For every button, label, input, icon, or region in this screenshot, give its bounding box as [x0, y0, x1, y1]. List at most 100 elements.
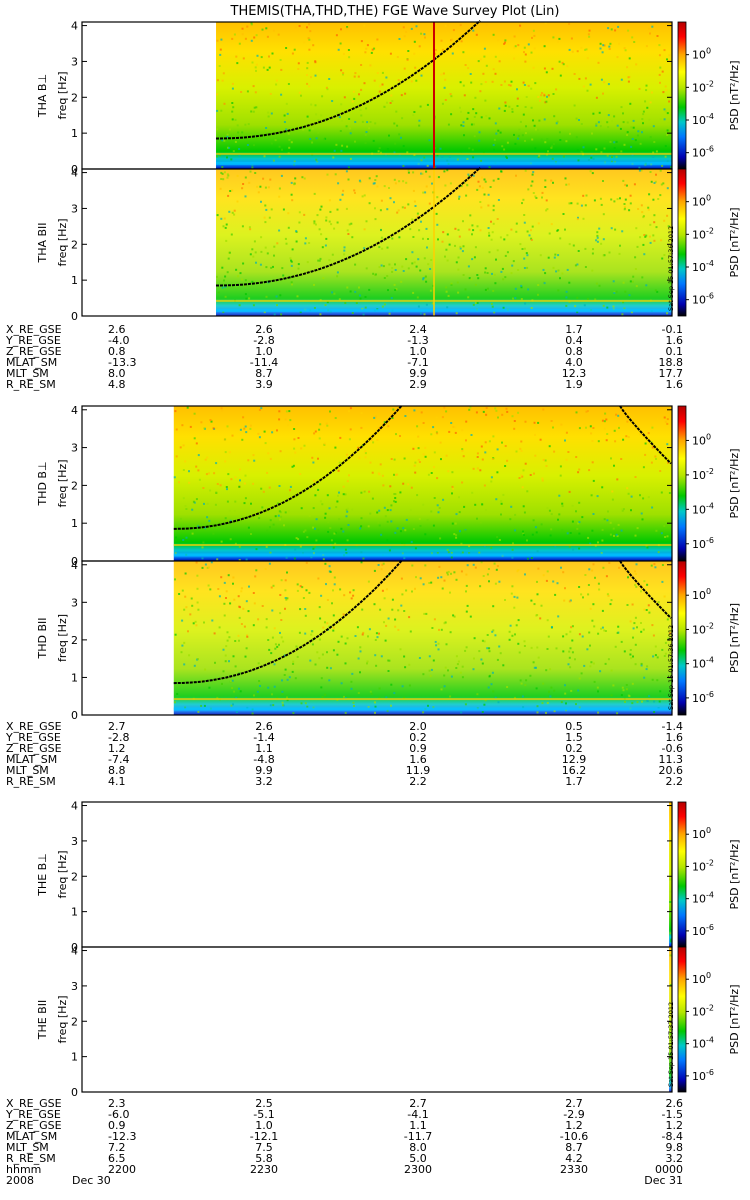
spectrogram-pixel: [394, 493, 397, 495]
spectrogram-pixel: [187, 630, 189, 633]
spectrogram-pixel: [520, 682, 523, 685]
spectrogram-pixel: [418, 517, 421, 520]
spectrogram-pixel: [224, 517, 227, 520]
spectrogram-pixel: [292, 464, 295, 467]
spectrogram-pixel: [436, 504, 439, 507]
spectrogram-pixel: [588, 35, 591, 38]
spectrogram-pixel: [491, 272, 493, 275]
spectrogram-pixel: [299, 473, 302, 475]
spectrogram-pixel: [483, 193, 486, 196]
spectrogram-pixel: [408, 684, 411, 687]
spectrogram-pixel: [522, 532, 525, 535]
spectrogram-pixel: [284, 579, 287, 582]
spectrogram-pixel: [414, 66, 417, 69]
spectrogram-pixel: [445, 248, 448, 251]
spectrogram-pixel: [620, 694, 623, 697]
spectrogram-pixel: [286, 571, 288, 574]
spectrogram-pixel: [274, 515, 277, 518]
spectrogram-pixel: [592, 563, 595, 566]
spectrogram-pixel: [460, 711, 463, 714]
spectrogram-pixel: [244, 195, 247, 198]
spectrogram-pixel: [597, 582, 600, 585]
spectrogram-pixel: [348, 118, 351, 120]
spectrogram-pixel: [480, 445, 483, 448]
spectrogram-pixel: [512, 542, 514, 545]
spectrogram-pixel: [453, 571, 456, 574]
spectrogram-pixel: [619, 244, 621, 247]
spectrogram-pixel: [483, 178, 486, 181]
spectrogram-pixel: [469, 176, 472, 179]
spectrogram-pixel: [462, 51, 465, 54]
spectrogram-pixel: [414, 587, 416, 590]
spectrogram-pixel: [333, 576, 336, 579]
spectrogram-pixel: [565, 702, 567, 705]
spectrogram-pixel: [276, 645, 279, 648]
spectrogram-pixel: [336, 653, 339, 656]
spectrogram-pixel: [262, 177, 265, 180]
spectrogram-pixel: [523, 221, 526, 224]
spectrogram-pixel: [522, 113, 525, 116]
spectrogram-pixel: [436, 196, 439, 199]
spectrogram-pixel: [174, 633, 177, 636]
spectrogram-pixel: [618, 566, 621, 569]
spectrogram-pixel: [486, 647, 489, 650]
ephemeris-value: 2.6: [255, 720, 273, 733]
spectrogram-pixel: [422, 583, 425, 586]
spectrogram-pixel: [552, 426, 554, 429]
spectrogram-pixel: [445, 290, 448, 293]
spectrogram-pixel: [416, 494, 419, 497]
spectrogram-pixel: [636, 245, 639, 248]
spectrogram-pixel: [645, 284, 648, 287]
spectrogram-pixel: [622, 689, 625, 692]
spectrogram-pixel: [314, 104, 317, 107]
freq-tick-label: 2: [71, 91, 78, 104]
spectrogram-pixel: [360, 561, 363, 564]
spectrogram-pixel: [613, 464, 615, 467]
spectrogram-pixel: [244, 655, 247, 658]
spectrogram-pixel: [358, 179, 361, 182]
colorbar-tick-label: 10-2: [692, 467, 714, 482]
spectrogram-pixel: [332, 649, 335, 652]
spectrogram-pixel: [572, 548, 575, 551]
spectrogram-pixel: [583, 664, 586, 667]
spectrogram-pixel: [601, 51, 604, 54]
spectrogram-pixel: [577, 159, 580, 162]
spectrogram-pixel: [591, 252, 594, 255]
spectrogram-pixel: [208, 519, 211, 522]
spectrogram-pixel: [363, 194, 366, 197]
freq-tick-label: 1: [71, 127, 78, 140]
spectrogram-pixel: [230, 233, 233, 236]
spectrogram-pixel: [641, 518, 644, 521]
spectrogram-pixel: [230, 704, 233, 707]
spectrogram-pixel: [533, 421, 536, 424]
spectrogram-pixel: [345, 125, 348, 128]
spectrogram-pixel: [476, 274, 479, 276]
spectrogram-pixel: [340, 103, 343, 106]
spectrogram-pixel: [459, 106, 461, 109]
spectrogram-pixel: [523, 640, 526, 643]
spectrogram-pixel: [385, 624, 388, 627]
spectrogram-pixel: [531, 138, 534, 141]
spectrogram-pixel: [389, 52, 392, 55]
spectrogram-pixel: [240, 623, 243, 625]
spectrogram-pixel: [225, 486, 228, 488]
spectrogram-pixel: [594, 298, 597, 301]
spectrogram-pixel: [290, 281, 293, 284]
colorbar-tick-label: 10-6: [692, 1068, 714, 1083]
spectrogram-pixel: [207, 419, 210, 422]
spectrogram-pixel: [291, 52, 294, 55]
spectrogram-pixel: [396, 56, 399, 58]
spectrogram-pixel: [476, 517, 478, 520]
spectrogram-pixel: [391, 237, 394, 240]
spectrogram-pixel: [611, 156, 613, 158]
spectrogram-pixel: [534, 82, 537, 85]
spectrogram-pixel: [385, 696, 388, 699]
spectrogram-pixel: [571, 639, 574, 642]
spectrogram-pixel: [580, 672, 583, 675]
spectrogram-pixel: [545, 209, 548, 212]
spectrogram-pixel: [386, 520, 389, 523]
spectrogram-pixel: [483, 545, 486, 548]
spectrogram-pixel: [660, 183, 663, 186]
spectrogram-pixel: [595, 96, 598, 99]
spectrogram-pixel: [378, 524, 381, 527]
